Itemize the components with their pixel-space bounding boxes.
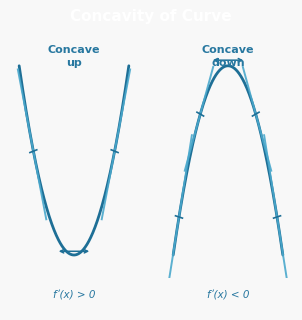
Text: Concavity of Curve: Concavity of Curve [70,9,232,24]
Text: Concave
down: Concave down [202,44,254,68]
Text: Concave
up: Concave up [48,44,100,68]
Text: fʹ(x) < 0: fʹ(x) < 0 [207,291,249,300]
Text: fʹ(x) > 0: fʹ(x) > 0 [53,291,95,300]
